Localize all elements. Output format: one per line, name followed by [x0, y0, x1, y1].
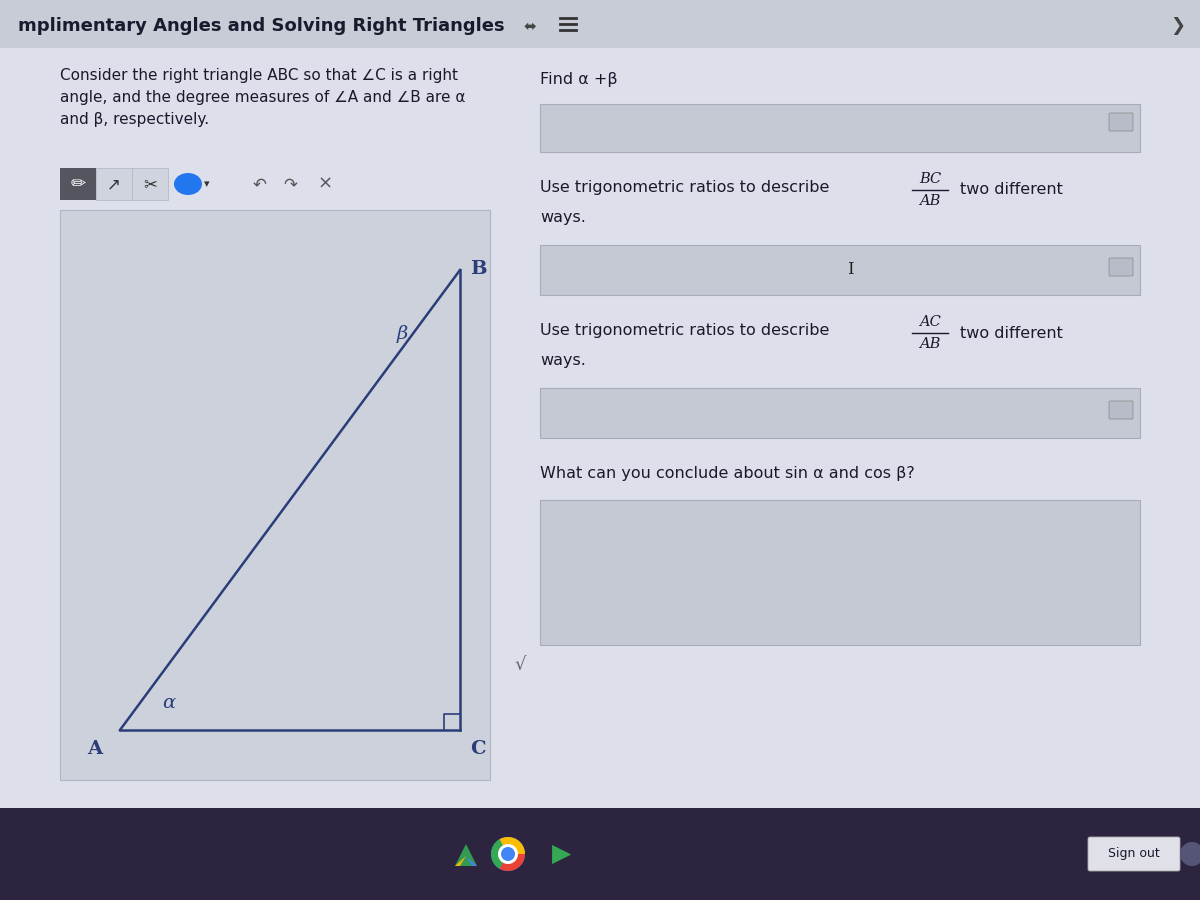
Text: Find α +β: Find α +β	[540, 72, 618, 87]
Text: I: I	[847, 262, 853, 278]
Text: √: √	[515, 656, 526, 674]
Text: ↶: ↶	[253, 175, 266, 193]
Text: ×: ×	[318, 175, 332, 193]
Bar	[60, 210, 490, 780]
Text: AB: AB	[919, 194, 941, 208]
Text: ↗: ↗	[107, 175, 121, 193]
Bar	[0, 0, 1200, 48]
Wedge shape	[491, 840, 508, 868]
Text: Sign out: Sign out	[1108, 848, 1160, 860]
Circle shape	[498, 844, 518, 864]
Text: Use trigonometric ratios to describe: Use trigonometric ratios to describe	[540, 323, 829, 338]
Text: α: α	[162, 694, 175, 712]
Text: C: C	[470, 740, 486, 758]
Bar	[540, 245, 1140, 295]
Bar	[540, 500, 1140, 645]
Text: AB: AB	[919, 337, 941, 351]
FancyBboxPatch shape	[1088, 837, 1180, 871]
Text: ▾: ▾	[204, 179, 210, 189]
Polygon shape	[455, 844, 478, 866]
Bar	[540, 388, 1140, 438]
Text: Consider the right triangle ABC so that ∠C is a right
angle, and the degree meas: Consider the right triangle ABC so that …	[60, 68, 466, 128]
Bar	[0, 48, 1200, 808]
Text: ❯: ❯	[1170, 17, 1186, 35]
Text: BC: BC	[919, 172, 941, 186]
Text: AC: AC	[919, 315, 941, 329]
Text: two different: two different	[960, 326, 1063, 340]
Bar	[60, 168, 96, 200]
Text: ⬌: ⬌	[523, 19, 536, 33]
Polygon shape	[455, 856, 466, 866]
Text: A: A	[86, 740, 102, 758]
Polygon shape	[466, 856, 478, 866]
Bar	[96, 168, 132, 200]
Text: two different: two different	[960, 183, 1063, 197]
Circle shape	[1180, 842, 1200, 866]
Text: ✂: ✂	[143, 175, 157, 193]
Wedge shape	[499, 854, 526, 871]
Text: ▶: ▶	[552, 842, 571, 866]
Text: ↷: ↷	[283, 175, 296, 193]
Text: mplimentary Angles and Solving Right Triangles: mplimentary Angles and Solving Right Tri…	[18, 17, 505, 35]
Bar	[540, 104, 1140, 152]
Text: ways.: ways.	[540, 210, 586, 225]
Text: ✏: ✏	[71, 175, 85, 193]
Text: B: B	[470, 260, 487, 278]
Wedge shape	[499, 837, 526, 854]
FancyBboxPatch shape	[1109, 258, 1133, 276]
FancyBboxPatch shape	[1109, 401, 1133, 419]
Circle shape	[502, 847, 515, 861]
Text: ways.: ways.	[540, 353, 586, 368]
Circle shape	[491, 837, 526, 871]
Text: β: β	[397, 325, 408, 343]
Bar	[132, 168, 168, 200]
Text: What can you conclude about sin α and cos β?: What can you conclude about sin α and co…	[540, 466, 914, 481]
Text: Use trigonometric ratios to describe: Use trigonometric ratios to describe	[540, 180, 829, 195]
Ellipse shape	[174, 173, 202, 195]
FancyBboxPatch shape	[1109, 113, 1133, 131]
Bar	[0, 808, 1200, 900]
